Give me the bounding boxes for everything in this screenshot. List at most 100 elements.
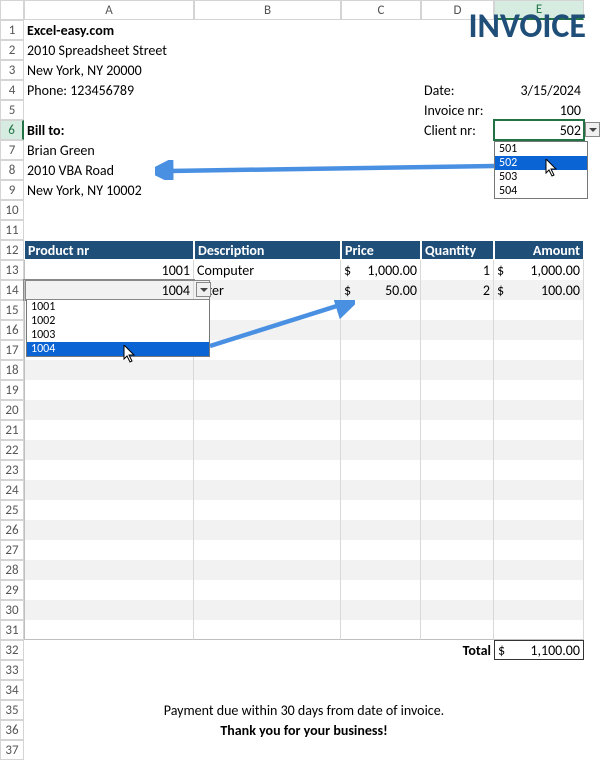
cell[interactable] [421,180,494,200]
cell[interactable] [341,620,421,640]
dropdown-option[interactable]: 1002 [27,314,209,328]
dropdown-option[interactable]: 1004 [27,342,209,356]
cell[interactable]: 100 [494,100,584,120]
row-header[interactable]: 7 [0,140,24,160]
cell[interactable] [194,420,341,440]
cell[interactable] [194,680,341,700]
cell[interactable] [194,120,341,140]
cell[interactable] [421,620,494,640]
row-header[interactable]: 22 [0,440,24,460]
cell[interactable] [341,140,421,160]
row-header[interactable]: 16 [0,320,24,340]
cell[interactable] [24,420,194,440]
cell[interactable]: 3/15/2024 [494,80,584,100]
cell[interactable] [494,660,584,680]
cell[interactable]: Payment due within 30 days from date of … [24,700,584,720]
cell[interactable] [194,580,341,600]
dropdown-option[interactable]: 1003 [27,328,209,342]
cell[interactable] [24,220,194,240]
cell[interactable] [421,220,494,240]
cell[interactable]: Amount [494,240,584,260]
cell[interactable] [24,440,194,460]
cell[interactable]: Date: [421,80,494,100]
cell[interactable] [421,500,494,520]
cell[interactable] [194,160,341,180]
cell[interactable] [494,60,584,80]
cell[interactable]: $1,000.00 [494,260,584,280]
cell[interactable] [494,420,584,440]
row-header[interactable]: 37 [0,740,24,760]
cell[interactable] [194,540,341,560]
cell[interactable] [494,220,584,240]
cell[interactable] [194,460,341,480]
dropdown-option[interactable]: 502 [495,156,587,170]
cell[interactable] [421,400,494,420]
cell[interactable]: Brian Green [24,140,194,160]
cell[interactable]: Price [341,240,421,260]
cell[interactable] [341,640,421,660]
cell[interactable] [494,300,584,320]
cell[interactable]: Thank you for your business! [24,720,584,740]
cell[interactable] [194,20,341,40]
cell[interactable] [494,740,584,760]
cell[interactable] [24,380,194,400]
cell[interactable]: Product nr [24,240,194,260]
cell[interactable] [421,420,494,440]
cell[interactable]: $50.00 [341,280,421,300]
cell[interactable] [421,680,494,700]
cell[interactable] [194,400,341,420]
cell[interactable] [494,200,584,220]
cell[interactable] [194,740,341,760]
row-header[interactable]: 12 [0,240,24,260]
cell[interactable] [494,560,584,580]
cell[interactable] [341,160,421,180]
cell[interactable] [341,460,421,480]
row-header[interactable]: 31 [0,620,24,640]
cell[interactable] [24,600,194,620]
cell[interactable] [421,320,494,340]
cell[interactable] [421,540,494,560]
cell[interactable] [494,380,584,400]
cell[interactable] [341,560,421,580]
cell[interactable] [341,120,421,140]
cell[interactable] [421,460,494,480]
cell[interactable] [421,60,494,80]
row-header[interactable]: 4 [0,80,24,100]
cell[interactable]: 2 [421,280,494,300]
row-header[interactable]: 28 [0,560,24,580]
client-dropdown[interactable]: 501502503504 [494,141,588,199]
cell[interactable] [341,680,421,700]
cell[interactable] [24,400,194,420]
cell[interactable] [24,200,194,220]
cell[interactable] [494,400,584,420]
cell[interactable]: Bill to: [24,120,194,140]
cell[interactable]: Quantity [421,240,494,260]
cell[interactable] [421,380,494,400]
row-header[interactable]: 32 [0,640,24,660]
cell[interactable] [194,620,341,640]
cell[interactable] [24,680,194,700]
cell[interactable] [24,540,194,560]
row-header[interactable]: 26 [0,520,24,540]
cell[interactable]: New York, NY 20000 [24,60,194,80]
row-header[interactable]: 9 [0,180,24,200]
dropdown-option[interactable]: 503 [495,170,587,184]
row-header[interactable]: 33 [0,660,24,680]
row-header[interactable]: 30 [0,600,24,620]
cell[interactable]: 2010 Spreadsheet Street [24,40,194,60]
cell[interactable] [194,480,341,500]
cell[interactable] [194,520,341,540]
cell[interactable] [194,60,341,80]
row-header[interactable]: 23 [0,460,24,480]
cell[interactable] [494,500,584,520]
cell[interactable] [494,680,584,700]
cell[interactable]: 1001 [24,260,194,280]
cell[interactable] [194,360,341,380]
row-header[interactable]: 1 [0,20,24,40]
dropdown-option[interactable]: 501 [495,142,587,156]
cell[interactable] [194,500,341,520]
row-header[interactable]: 29 [0,580,24,600]
row-header[interactable]: 18 [0,360,24,380]
cell[interactable] [194,140,341,160]
cell[interactable] [494,520,584,540]
